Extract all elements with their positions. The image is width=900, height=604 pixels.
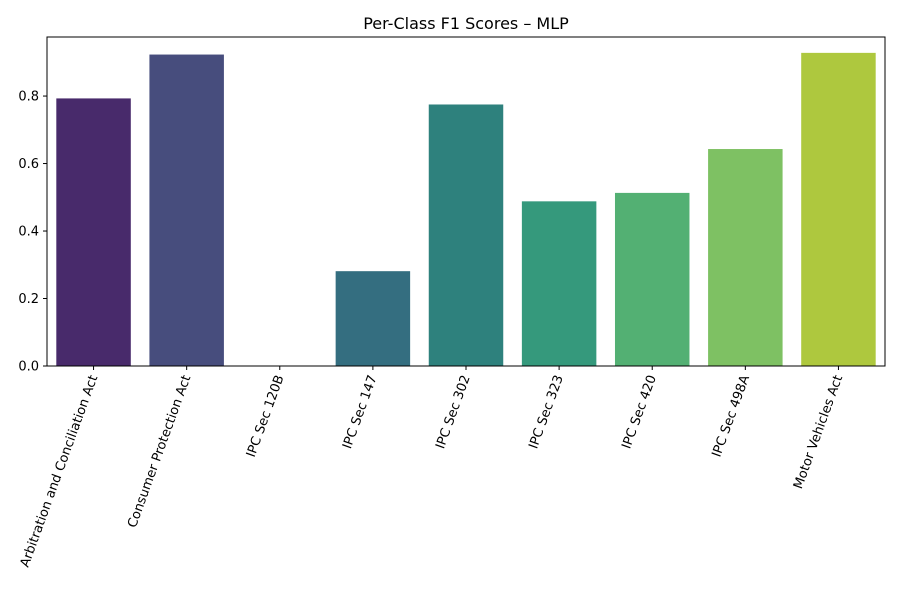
bar-1 xyxy=(56,98,131,366)
x-tick-label-0: Arbitration and Conciliation Act xyxy=(18,373,102,569)
bars-layer xyxy=(56,52,876,367)
x-tick-label-7: IPC Sec 498A xyxy=(710,373,754,459)
x-tick-label-5: IPC Sec 323 xyxy=(526,373,567,451)
x-tick-label-1: Consumer Protection Act xyxy=(125,373,194,530)
y-tick-label-3: 0.6 xyxy=(18,157,39,172)
y-tick-label-4: 0.8 xyxy=(18,90,39,105)
bar-9 xyxy=(801,52,876,366)
bar-6 xyxy=(521,201,597,366)
bar-7 xyxy=(614,192,690,366)
x-tick-label-6: IPC Sec 420 xyxy=(619,373,660,451)
bar-5 xyxy=(428,104,504,366)
chart-title: Per-Class F1 Scores – MLP xyxy=(363,14,569,33)
bar-4 xyxy=(335,271,411,366)
x-tick-label-3: IPC Sec 147 xyxy=(340,373,381,451)
bar-2 xyxy=(149,54,224,367)
x-tick-label-8: Motor Vehicles Act xyxy=(791,373,846,491)
x-tick-label-4: IPC Sec 302 xyxy=(433,373,474,451)
y-tick-label-0: 0.0 xyxy=(18,360,39,375)
x-tick-label-2: IPC Sec 120B xyxy=(244,373,288,459)
y-tick-label-1: 0.2 xyxy=(18,292,39,307)
y-tick-label-2: 0.4 xyxy=(18,225,39,240)
bar-8 xyxy=(708,149,783,366)
